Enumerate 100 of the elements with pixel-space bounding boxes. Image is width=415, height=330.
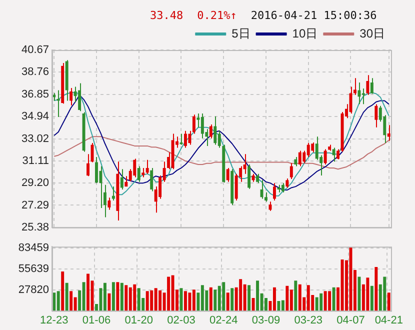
bar <box>188 292 192 311</box>
legend-label: 30日 <box>360 26 386 40</box>
candlestick <box>294 156 298 167</box>
candlestick <box>366 74 370 96</box>
bar <box>108 293 111 311</box>
bar <box>226 292 230 311</box>
candlestick <box>272 182 276 201</box>
legend-label: 5日 <box>232 26 250 40</box>
bar <box>252 298 255 311</box>
x-tick-label: 03-09 <box>252 314 280 326</box>
bar <box>214 290 217 311</box>
y-tick-label: 36.85 <box>21 88 49 100</box>
y-tick-label: 34.94 <box>21 110 49 123</box>
bar <box>82 282 86 311</box>
x-tick-label: 04-07 <box>336 314 365 326</box>
bar <box>315 297 318 311</box>
text: 0.21%↑ <box>197 9 237 22</box>
y-tick-label: 33.02 <box>21 132 49 145</box>
candlestick <box>142 167 145 178</box>
y-tick-label: 83459 <box>18 242 49 254</box>
bar <box>290 290 293 311</box>
bar <box>112 282 115 311</box>
candlestick <box>133 158 136 178</box>
candlestick <box>99 166 102 209</box>
candlestick <box>146 159 149 174</box>
bar <box>103 282 106 311</box>
x-tick-label: 02-24 <box>210 314 238 326</box>
candlestick <box>86 154 90 177</box>
y-tick-label: 31.11 <box>22 154 49 167</box>
y-tick-label: 55639 <box>18 262 49 275</box>
x-tick-label: 01-06 <box>82 314 111 326</box>
candlestick <box>120 168 124 190</box>
candlestick <box>298 150 302 167</box>
bar <box>116 282 120 311</box>
bar <box>200 285 204 311</box>
y-tick-label: 40.67 <box>21 44 49 56</box>
bar <box>264 298 268 311</box>
candlestick <box>370 78 374 94</box>
bar <box>120 282 124 311</box>
bar <box>383 276 386 311</box>
candlestick <box>306 142 310 158</box>
bar <box>277 300 280 311</box>
bar <box>298 284 302 311</box>
bar <box>370 286 374 311</box>
candlestick <box>95 156 98 184</box>
bar <box>230 288 234 311</box>
candlestick <box>218 130 221 148</box>
bar <box>340 259 344 311</box>
bar <box>137 288 140 311</box>
candlestick <box>358 82 361 105</box>
bar <box>358 276 361 311</box>
legend-label: 10日 <box>292 26 318 40</box>
candlestick <box>209 124 212 139</box>
candlestick <box>311 142 314 153</box>
candlestick <box>184 130 187 148</box>
y-tick-label: 38.76 <box>21 66 49 78</box>
bar <box>294 280 298 311</box>
candlestick <box>362 88 365 105</box>
candlestick <box>374 104 378 128</box>
bar <box>56 291 60 311</box>
bar <box>374 266 378 311</box>
bar <box>218 286 221 311</box>
candlestick <box>387 124 390 142</box>
bar <box>366 278 370 311</box>
bar <box>146 291 149 311</box>
bar <box>306 285 310 311</box>
bar <box>70 291 73 311</box>
bar <box>192 290 196 311</box>
bar <box>286 286 289 311</box>
candlestick <box>256 173 259 184</box>
candlestick <box>286 178 289 188</box>
bar <box>61 272 64 311</box>
candlestick <box>290 162 293 180</box>
candlestick <box>315 136 318 160</box>
bar <box>328 291 332 311</box>
candlestick <box>150 167 154 192</box>
bar <box>65 282 68 311</box>
bar <box>281 300 284 311</box>
candlestick <box>70 87 73 106</box>
bar <box>387 292 390 311</box>
bar <box>272 287 276 311</box>
bar <box>133 284 136 311</box>
y-tick-label: 29.20 <box>21 177 49 190</box>
candlestick <box>108 197 111 210</box>
candlestick <box>332 147 336 162</box>
x-tick-label: 04-21 <box>374 314 403 326</box>
text: 2016-04-21 15:00:36 <box>250 9 377 22</box>
candlestick <box>214 116 217 146</box>
candlestick <box>248 164 251 190</box>
bar <box>184 291 187 311</box>
candlestick <box>268 201 272 212</box>
bar <box>239 279 242 311</box>
bar <box>324 291 327 311</box>
x-tick-label: 12-23 <box>40 314 68 326</box>
bar <box>154 288 158 311</box>
candlestick <box>336 148 340 160</box>
bar <box>222 282 226 311</box>
candlestick <box>200 112 204 139</box>
bar <box>124 285 128 311</box>
bar <box>167 276 170 311</box>
